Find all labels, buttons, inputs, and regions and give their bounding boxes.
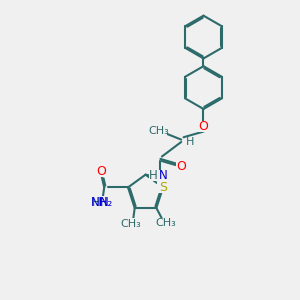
Text: NH₂: NH₂ xyxy=(90,196,113,209)
FancyBboxPatch shape xyxy=(156,218,174,230)
FancyBboxPatch shape xyxy=(149,170,166,181)
Text: H: H xyxy=(186,137,194,147)
FancyBboxPatch shape xyxy=(186,137,195,146)
Text: CH₃: CH₃ xyxy=(148,126,169,136)
FancyBboxPatch shape xyxy=(86,196,112,209)
FancyBboxPatch shape xyxy=(198,121,209,132)
FancyBboxPatch shape xyxy=(151,125,167,136)
Text: O: O xyxy=(199,120,208,133)
Text: H: H xyxy=(149,169,158,182)
FancyBboxPatch shape xyxy=(88,197,110,209)
FancyBboxPatch shape xyxy=(176,161,187,172)
FancyBboxPatch shape xyxy=(157,182,169,193)
Text: CH₃: CH₃ xyxy=(120,219,141,230)
FancyBboxPatch shape xyxy=(96,167,106,177)
Text: H: H xyxy=(92,196,101,209)
Text: N: N xyxy=(100,196,109,209)
Text: S: S xyxy=(159,181,167,194)
Text: N: N xyxy=(159,169,168,182)
FancyBboxPatch shape xyxy=(121,218,139,230)
Text: O: O xyxy=(96,165,106,178)
Text: O: O xyxy=(176,160,186,173)
Text: CH₃: CH₃ xyxy=(155,218,176,229)
